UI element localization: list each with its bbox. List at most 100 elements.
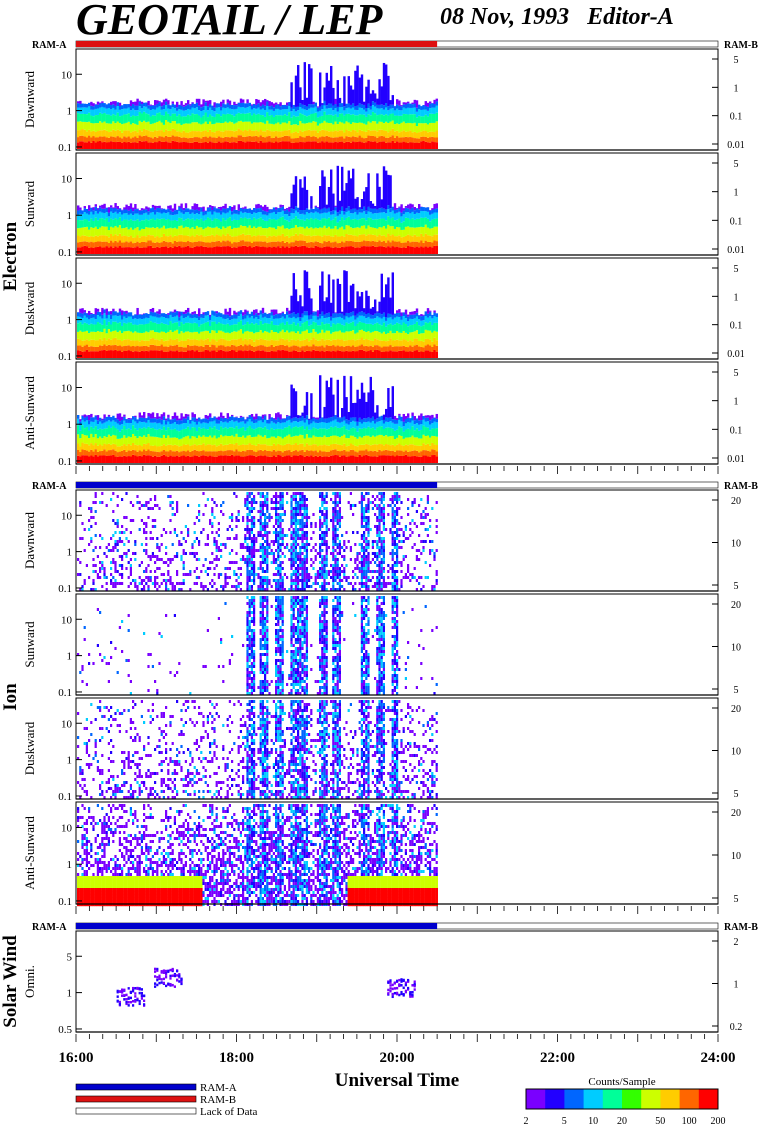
spectrogram-cell xyxy=(110,233,113,241)
spectrogram-cell xyxy=(402,210,405,215)
spectrogram-cell xyxy=(151,436,155,446)
spectrogram-cell xyxy=(312,242,315,248)
spectrogram-cell xyxy=(182,208,185,211)
spectrogram-cell xyxy=(341,346,344,352)
spectrogram-cell xyxy=(110,417,113,422)
spectrogram-cell xyxy=(385,421,388,428)
spectrogram-cell xyxy=(96,236,100,242)
spectrogram-cell xyxy=(404,346,408,352)
spectrogram-cell xyxy=(332,332,335,340)
spectrogram-cell xyxy=(231,247,234,254)
spectrogram-cell xyxy=(127,229,130,237)
spectrogram-cell xyxy=(77,338,80,346)
spectrogram-cell xyxy=(226,340,229,347)
spectrogram-cell xyxy=(250,339,254,346)
spectrogram-cell xyxy=(134,116,137,124)
spectrogram-cell xyxy=(334,455,337,463)
spectrogram-cell xyxy=(407,218,410,227)
spectrogram-cell xyxy=(312,228,315,236)
spectrogram-cell xyxy=(242,351,245,358)
spectrogram-cell xyxy=(246,107,249,114)
spectrogram-cell xyxy=(360,456,364,463)
spectrogram-cell xyxy=(171,323,174,333)
spectrogram-cell xyxy=(261,214,265,220)
spectrogram-cell xyxy=(162,323,166,332)
spectrogram-cell xyxy=(389,212,392,219)
spectrogram-cell xyxy=(217,312,221,317)
spectrogram-cell xyxy=(376,142,379,149)
spectrogram-cell xyxy=(310,450,313,456)
spectrogram-cell xyxy=(321,271,324,312)
spectrogram-cell xyxy=(378,234,381,241)
spectrogram-cell xyxy=(354,417,357,422)
spectrogram-cell xyxy=(187,414,190,417)
spectrogram-cell xyxy=(147,412,150,417)
spectrogram-cell xyxy=(292,417,295,422)
spectrogram-cell xyxy=(286,228,289,236)
spectrogram-cell xyxy=(180,413,183,421)
spectrogram-cell xyxy=(352,130,355,137)
spectrogram-cell xyxy=(343,106,346,111)
spectrogram-cell xyxy=(385,247,388,254)
spectrogram-cell xyxy=(376,349,379,358)
spectrogram-cell xyxy=(281,344,284,350)
spectrogram-cell xyxy=(314,235,317,242)
spectrogram-cell xyxy=(96,311,100,316)
spectrogram-cell xyxy=(107,114,111,124)
spectrogram-cell xyxy=(378,324,381,333)
spectrogram-cell xyxy=(308,115,311,123)
spectrogram-cell xyxy=(316,212,320,220)
spectrogram-cell xyxy=(209,455,212,463)
spectrogram-cell xyxy=(92,116,95,124)
spectrogram-cell xyxy=(281,109,284,116)
spectrogram-cell xyxy=(299,415,302,418)
spectrogram-cell xyxy=(363,455,366,463)
spectrogram-cell xyxy=(237,106,240,113)
spectrogram-cell xyxy=(228,436,232,444)
spectrogram-cell xyxy=(99,428,102,437)
spectrogram-cell xyxy=(140,122,144,132)
spectrogram-cell xyxy=(156,246,159,254)
spectrogram-cell xyxy=(264,235,267,242)
spectrogram-cell xyxy=(325,204,328,209)
spectrogram-cell xyxy=(209,314,212,317)
spectrogram-cell xyxy=(358,321,361,331)
spectrogram-cell xyxy=(279,141,282,149)
spectrogram-cell xyxy=(127,136,130,142)
spectrogram-cell xyxy=(435,101,438,106)
spectrogram-cell xyxy=(125,451,128,457)
spectrogram-cell xyxy=(257,122,260,132)
spectrogram-cell xyxy=(393,351,397,358)
spectrogram-cell xyxy=(341,455,344,463)
spectrogram-cell xyxy=(283,219,287,229)
spectrogram-cell xyxy=(435,331,438,341)
spectrogram-cell xyxy=(127,345,130,351)
spectrogram-cell xyxy=(415,111,419,118)
spectrogram-cell xyxy=(270,311,273,316)
spectrogram-cell xyxy=(213,444,216,452)
spectrogram-cell xyxy=(165,209,168,214)
spectrogram-cell xyxy=(134,318,137,325)
spectrogram-cell xyxy=(180,116,183,126)
spectrogram-cell xyxy=(264,131,267,138)
spectrogram-cell xyxy=(118,311,122,316)
spectrogram-cell xyxy=(79,308,82,313)
spectrogram-cell xyxy=(237,102,240,107)
spectrogram-cell xyxy=(424,322,427,330)
spectrogram-cell xyxy=(279,444,282,451)
spectrogram-cell xyxy=(162,444,166,450)
spectrogram-cell xyxy=(147,227,150,235)
spectrogram-cell xyxy=(325,219,328,229)
spectrogram-cell xyxy=(323,347,326,352)
spectrogram-cell xyxy=(90,426,93,434)
spectrogram-cell xyxy=(112,345,115,351)
spectrogram-cell xyxy=(389,338,392,346)
spectrogram-cell xyxy=(334,339,337,347)
spectrogram-cell xyxy=(158,345,161,351)
spectrogram-cell xyxy=(400,106,403,111)
spectrogram-cell xyxy=(312,456,315,463)
spectrogram-cell xyxy=(140,131,144,137)
spectrogram-cell xyxy=(363,206,366,212)
spectrogram-cell xyxy=(303,418,306,423)
spectrogram-cell xyxy=(336,137,339,143)
